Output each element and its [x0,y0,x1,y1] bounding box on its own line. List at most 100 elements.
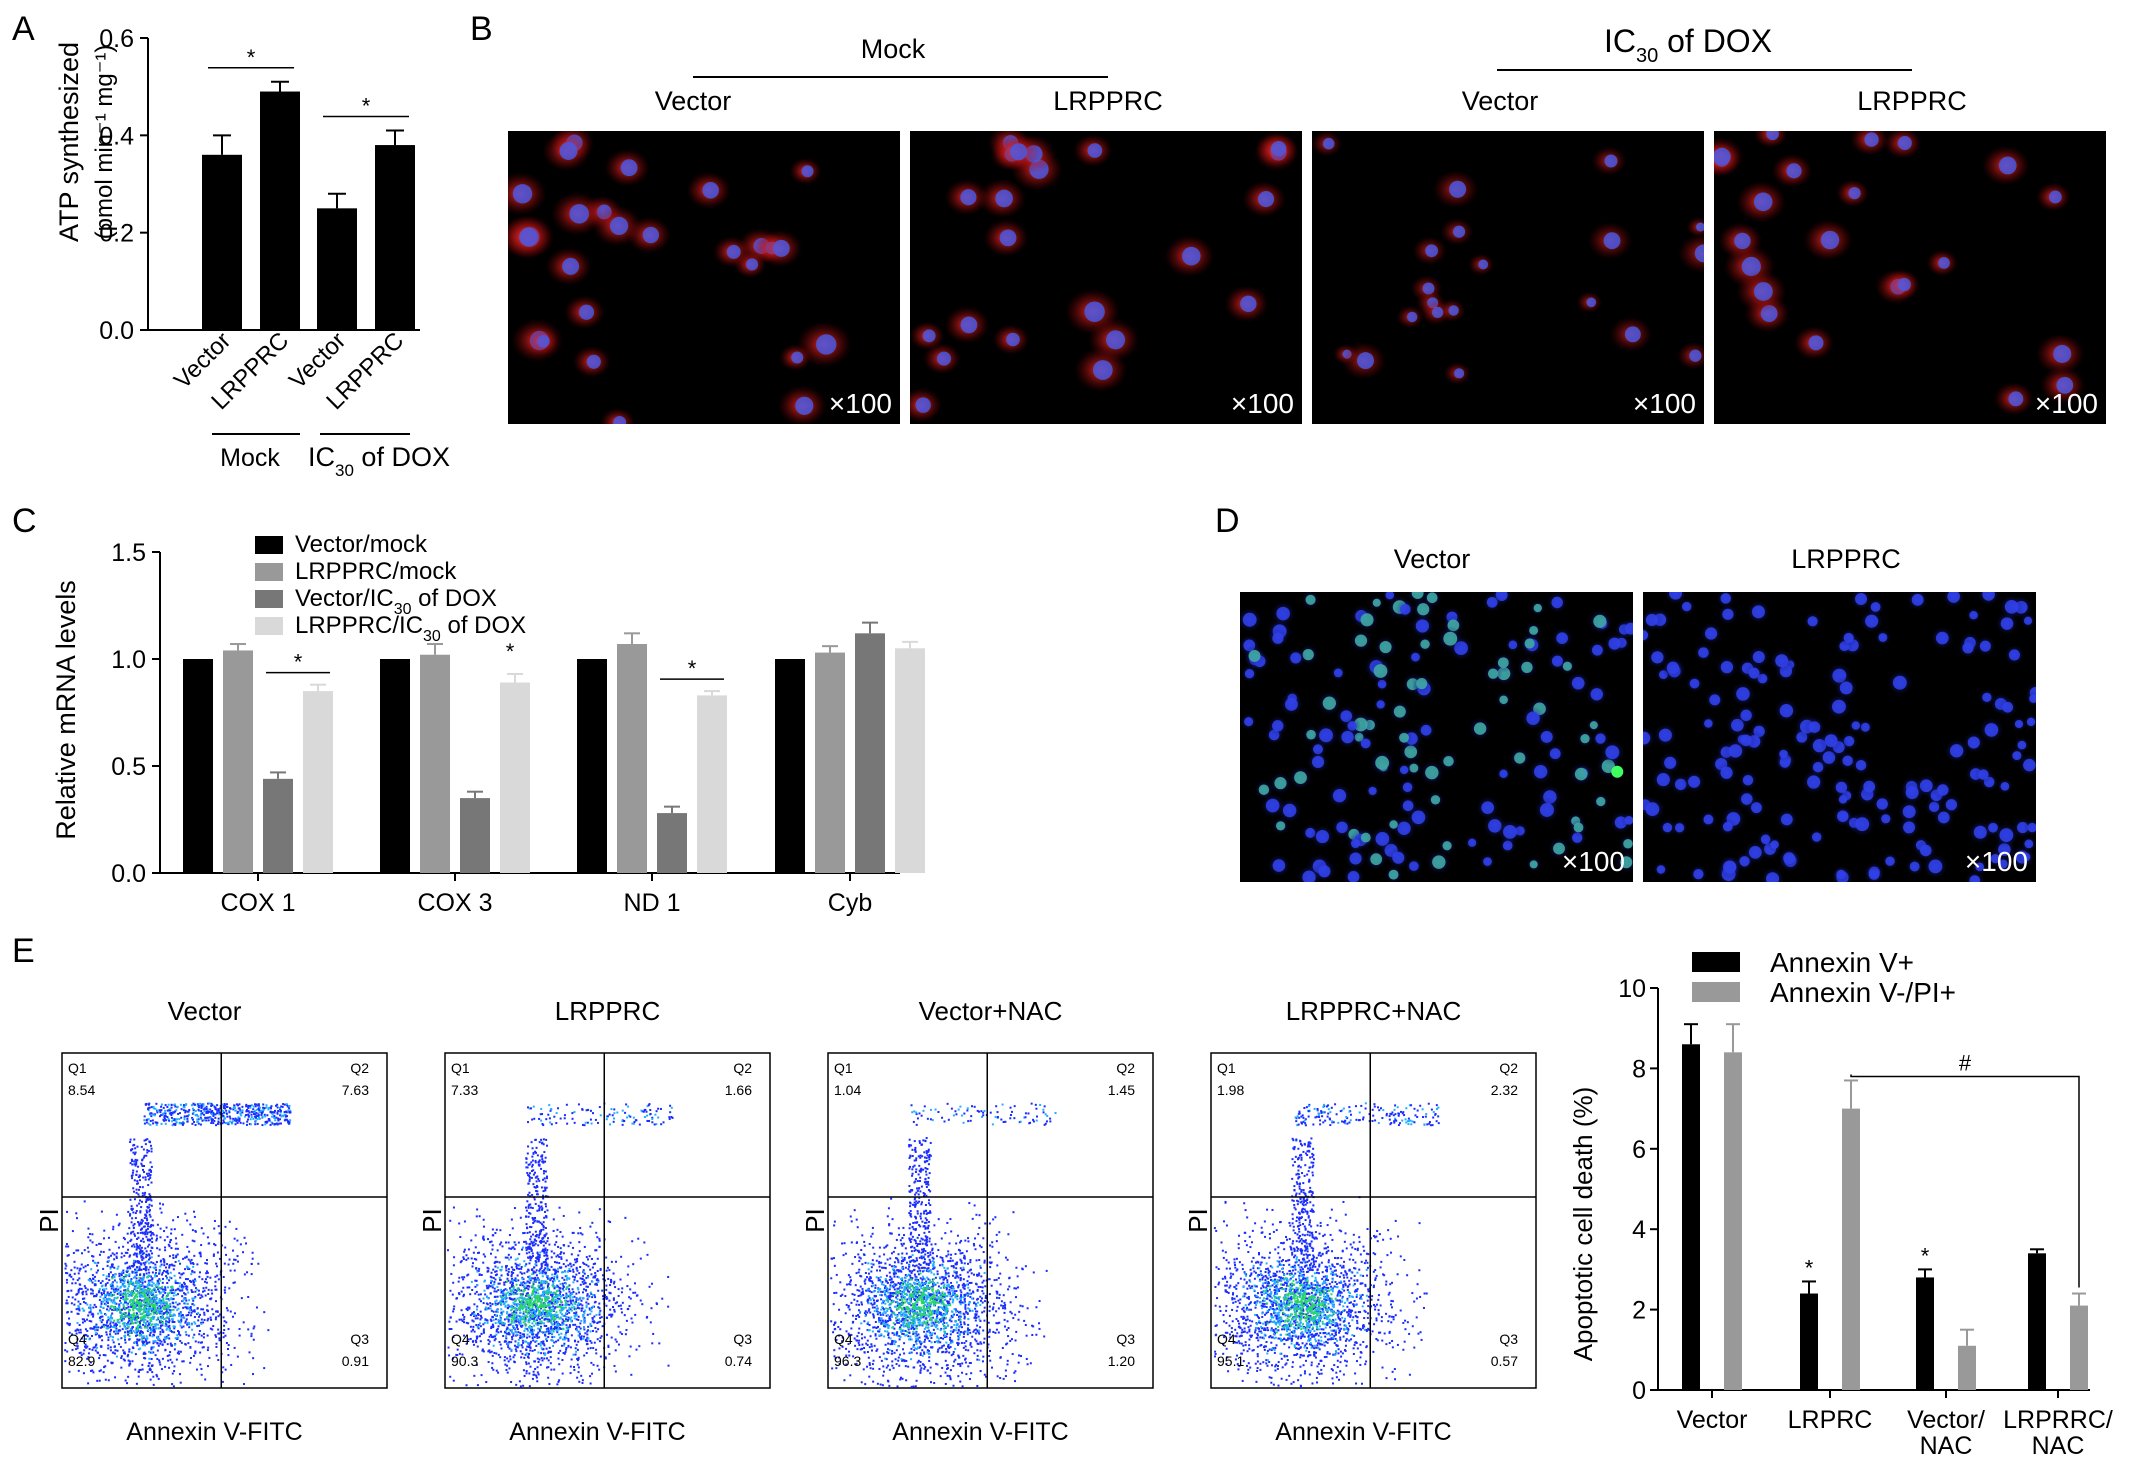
cell-nucleus [1662,822,1673,833]
y-tick-label: 4 [1632,1216,1646,1244]
cell-nucleus [1811,832,1822,842]
cell-nucleus [1905,786,1919,800]
cell-nucleus [1669,592,1683,600]
panel-d-column-lrpprc: LRPPRC [1791,544,1901,574]
cell-nucleus [1368,786,1377,796]
cell-nucleus [1290,652,1302,664]
cell-nucleus [1322,696,1336,710]
cell-nucleus [1375,832,1390,846]
cell-nucleus [1688,775,1701,788]
cell-nucleus [1736,687,1750,701]
cell-nucleus [1949,744,1964,758]
cell-nucleus [915,397,931,413]
magnification-label: ×100 [2034,388,2098,419]
cell-nucleus [1388,869,1399,880]
cell-nucleus [1370,853,1383,866]
x-tick-label: NAC [1920,1432,1973,1460]
cell-nucleus [1272,632,1284,644]
cell-nucleus [1595,733,1606,744]
cell-nucleus [1294,771,1307,784]
cell-nucleus [1836,869,1846,880]
cell-nucleus [2021,852,2031,862]
panel-b-column-vector-mock: Vector [655,86,732,116]
bar [260,91,300,331]
bar [1916,1277,1934,1390]
panel-letter-c: C [12,502,37,540]
cell-nucleus [1483,857,1492,866]
cell-nucleus [1808,721,1821,733]
micrograph-b-lrpprc-dox: ×100 [1714,131,2106,424]
quadrant-label: Q3 [733,1331,752,1347]
cell-nucleus [1322,137,1335,150]
cell-nucleus [1360,738,1371,749]
cell-nucleus [1372,598,1381,607]
cell-nucleus [936,351,952,366]
cell-nucleus [1645,613,1658,626]
cell-nucleus [586,354,601,369]
cell-nucleus [2027,822,2036,833]
cell-nucleus [1682,601,1692,612]
cell-nucleus [1409,861,1419,871]
bar [1800,1293,1818,1390]
chart-a-atp: A ATP synthesized (pmol min⁻¹ mg⁻¹) 0.0 0… [12,10,450,480]
cell-nucleus [1982,692,1992,703]
quadrant-label: Q1 [1217,1060,1236,1076]
cell-nucleus [1478,259,1489,270]
quadrant-label: Q3 [350,1331,369,1347]
cell-nucleus [1865,614,1879,628]
cell-nucleus [1935,631,1949,645]
cell-nucleus [1722,821,1733,832]
cell-nucleus [1333,668,1343,678]
cell-nucleus [1999,828,2014,843]
cell-nucleus [1693,868,1704,880]
quadrant-label: Q2 [1116,1060,1135,1076]
cell-nucleus [1723,860,1737,874]
x-tick-label: COX 1 [220,889,295,917]
cell-nucleus [1589,721,1598,730]
cell-nucleus [1973,825,1987,839]
cell-nucleus [1839,681,1853,695]
cell-nucleus [1878,633,1888,642]
cell-nucleus [1360,832,1371,843]
cell-nucleus [1586,297,1597,308]
cell-nucleus [562,257,580,275]
chart-e-legend: Annexin V+Annexin V-/PI+ [1692,947,1956,1008]
bar [317,208,357,330]
bar [183,659,213,873]
panel-b-group-dox: IC30 of DOX [1604,23,1772,67]
cell-nucleus [1897,135,1912,151]
cell-nucleus [1305,594,1316,605]
y-tick-label: 0.6 [99,25,134,53]
cell-nucleus [1425,765,1439,780]
cell-nucleus [1529,625,1539,635]
cell-nucleus [1350,839,1360,849]
cell-nucleus [1257,191,1275,208]
cell-nucleus [1399,765,1409,775]
cell-nucleus [1766,131,1779,141]
cell-nucleus [1540,730,1553,743]
cell-nucleus [1851,721,1861,730]
cell-nucleus [1807,616,1818,627]
cell-nucleus [1838,795,1848,804]
cell-nucleus [1843,632,1854,643]
cell-nucleus [1106,330,1126,350]
cell-nucleus [1779,749,1788,759]
cell-nucleus [801,165,814,178]
cell-nucleus [1962,642,1974,654]
cell-nucleus [1902,805,1916,819]
legend-swatch [1692,952,1740,972]
cell-nucleus [1842,755,1853,766]
significance-star: * [1805,1255,1814,1280]
cell-nucleus [1975,862,1985,872]
bar [855,633,885,873]
bar [697,695,727,873]
quadrant-label: Q4 [1217,1331,1236,1347]
x-tick-label: LRPRRC/ [2003,1406,2113,1434]
cell-nucleus [1349,852,1362,865]
cell-nucleus [1402,800,1414,812]
panel-b-column-lrpprc-dox: LRPPRC [1857,86,1967,116]
quadrant-value: 7.63 [342,1082,369,1098]
micrograph-b-vector-dox: ×100 [1312,131,1704,424]
cell-nucleus [960,189,977,206]
